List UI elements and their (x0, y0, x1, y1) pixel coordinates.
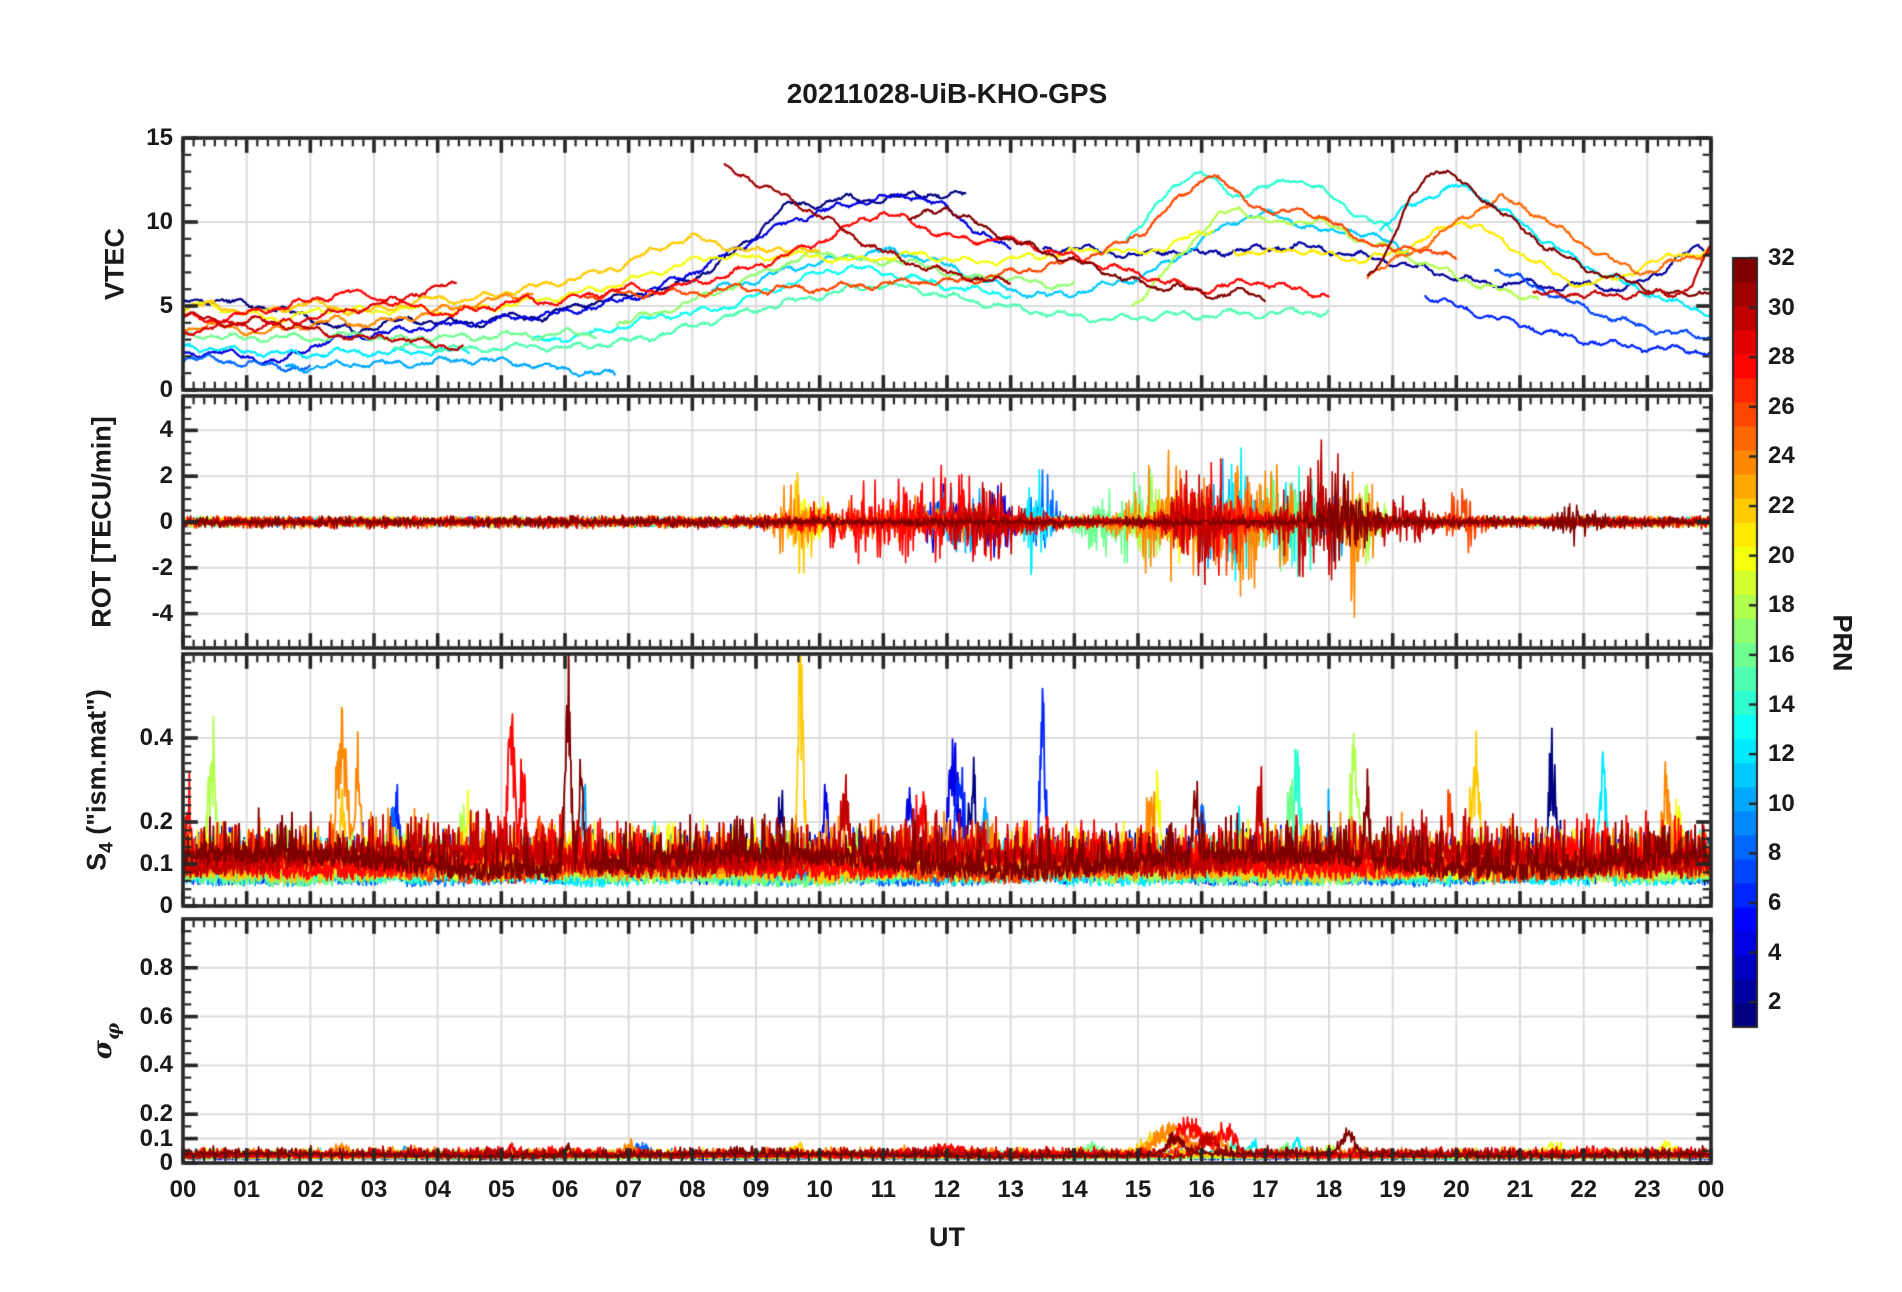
x-tick-label: 09 (742, 1176, 770, 1203)
y-tick-label: 0.4 (139, 724, 173, 751)
y-tick-label: 0.1 (139, 1124, 173, 1152)
colorbar-tick-label: 22 (1768, 492, 1795, 520)
x-tick-label: 00 (1697, 1176, 1725, 1203)
y-tick-label: 0 (159, 376, 173, 403)
x-tick-label: 20 (1442, 1176, 1470, 1203)
x-tick-label: 05 (487, 1176, 515, 1203)
y-tick-label: 5 (159, 292, 173, 319)
colorbar-tick-label: 6 (1768, 888, 1782, 916)
colorbar-tick-label: 20 (1768, 541, 1795, 569)
y-tick-label: 0 (159, 508, 173, 535)
y-tick-label: 0.2 (139, 808, 173, 835)
y-tick-label: 2 (159, 462, 173, 490)
x-tick-label: 12 (933, 1176, 961, 1203)
y-tick-label: 0.8 (139, 953, 173, 981)
y-axis-label-vtec: VTEC (99, 227, 130, 301)
colorbar-tick-label: 24 (1768, 442, 1795, 470)
y-tick-label: 4 (159, 416, 173, 444)
colorbar-tick-label: 10 (1768, 789, 1795, 817)
x-tick-label: 04 (424, 1176, 451, 1203)
y-tick-label: 0.4 (139, 1051, 173, 1079)
x-tick-label: 13 (997, 1176, 1024, 1203)
x-tick-label: 18 (1315, 1176, 1343, 1203)
x-tick-label: 22 (1570, 1176, 1597, 1203)
chart-title: 20211028-UiB-KHO-GPS (786, 78, 1108, 109)
x-tick-label: 03 (360, 1176, 388, 1203)
colorbar-tick-label: 2 (1768, 988, 1782, 1016)
colorbar-label: PRN (1827, 614, 1858, 672)
x-tick-label: 23 (1633, 1176, 1661, 1203)
colorbar-tick-label: 26 (1768, 392, 1795, 420)
colorbar-tick-label: 18 (1768, 591, 1795, 619)
x-tick-label: 15 (1124, 1176, 1152, 1203)
x-tick-label: 00 (169, 1176, 197, 1203)
x-tick-label: 19 (1379, 1176, 1406, 1203)
y-tick-label: -4 (151, 599, 173, 627)
colorbar-tick-label: 16 (1768, 640, 1795, 668)
colorbar-tick-label: 30 (1768, 293, 1795, 321)
y-tick-label: 15 (146, 124, 173, 151)
x-tick-label: 10 (806, 1176, 833, 1203)
y-tick-label: 0.1 (139, 850, 173, 877)
y-tick-label: 0.2 (139, 1100, 173, 1128)
x-tick-label: 06 (551, 1176, 579, 1203)
colorbar-tick-label: 12 (1768, 740, 1795, 768)
colorbar-tick-label: 4 (1768, 938, 1782, 966)
y-tick-label: 0 (159, 892, 173, 919)
x-tick-label: 14 (1060, 1176, 1088, 1203)
y-axis-label-s4: S4 ("ism.mat") (82, 689, 119, 871)
x-tick-label: 11 (870, 1176, 897, 1203)
y-tick-label: -2 (151, 553, 173, 581)
x-tick-label: 01 (233, 1176, 260, 1203)
x-tick-label: 07 (615, 1176, 642, 1203)
colorbar-tick-label: 8 (1768, 839, 1782, 867)
x-axis-label: UT (929, 1222, 965, 1252)
x-tick-label: 16 (1188, 1176, 1215, 1203)
x-tick-label: 17 (1251, 1176, 1279, 1203)
y-tick-label: 0 (159, 1149, 173, 1176)
x-tick-label: 08 (678, 1176, 706, 1203)
colorbar-tick-label: 32 (1768, 244, 1795, 271)
y-tick-label: 10 (146, 208, 173, 235)
y-tick-label: 0.6 (139, 1002, 173, 1030)
x-tick-label: 21 (1506, 1176, 1534, 1203)
colorbar-tick-label: 28 (1768, 343, 1795, 371)
colorbar-tick-label: 14 (1768, 690, 1795, 718)
x-tick-label: 02 (296, 1176, 324, 1203)
